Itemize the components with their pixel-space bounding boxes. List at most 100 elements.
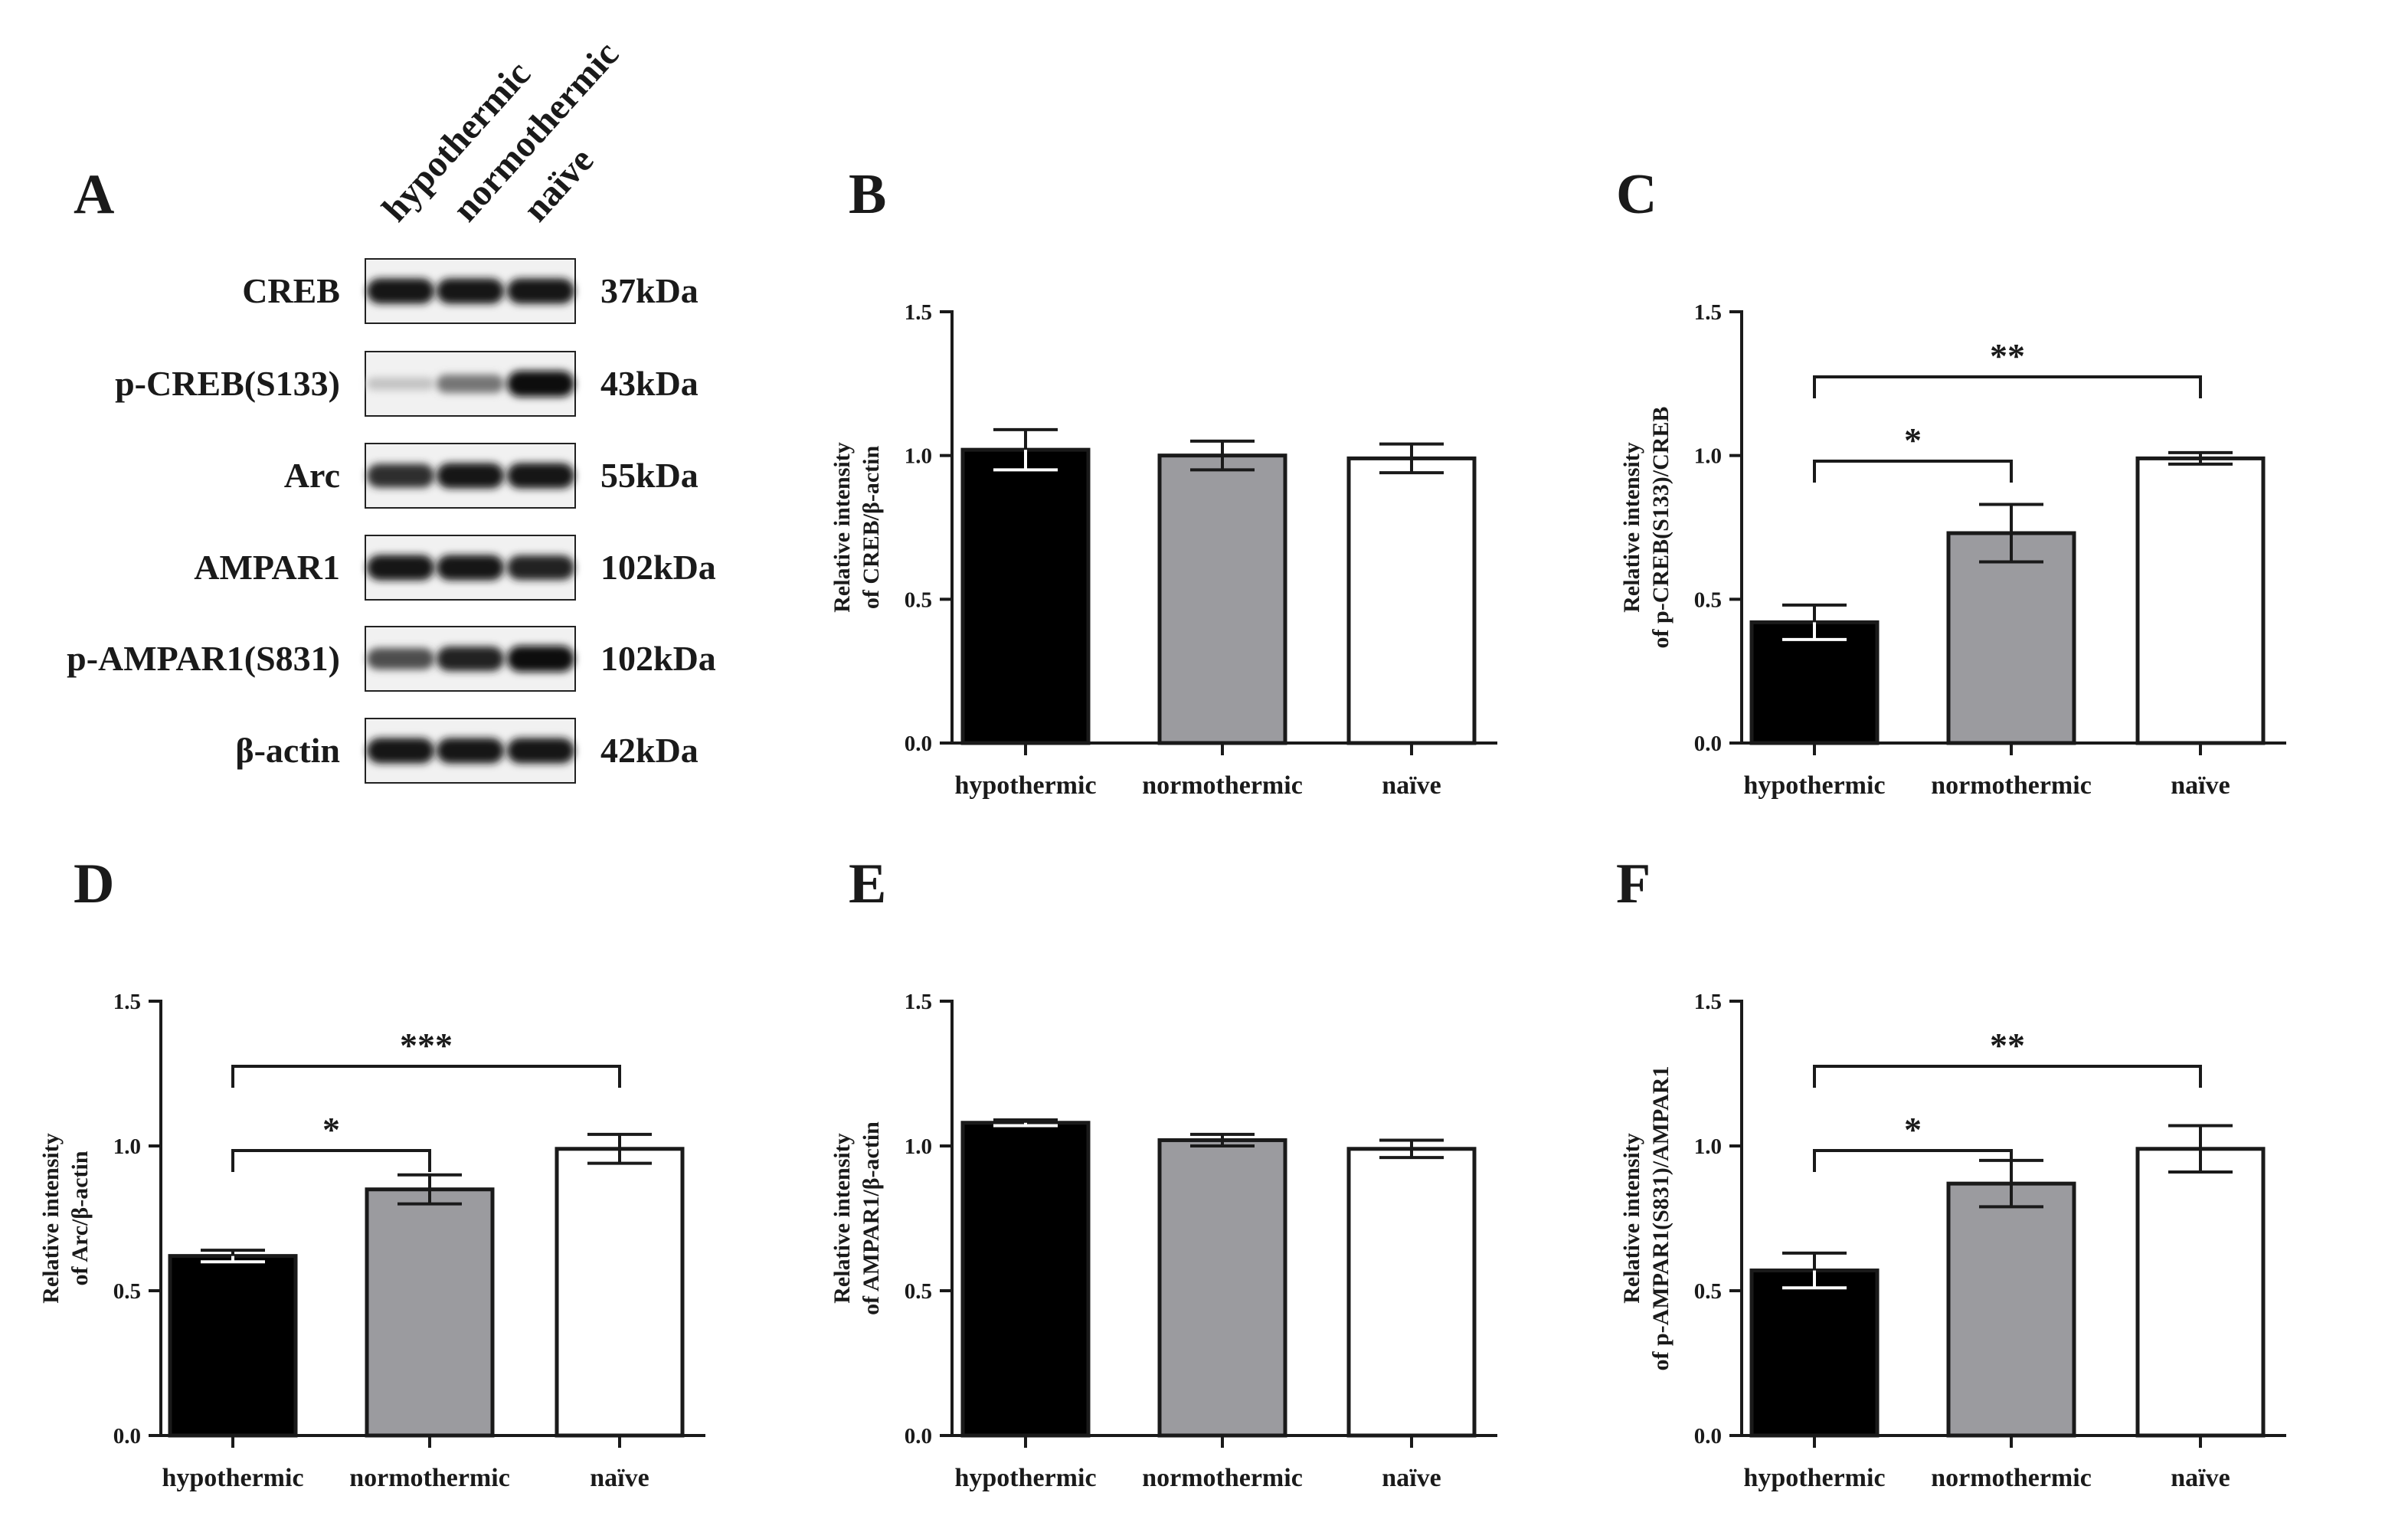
bar-hypothermic	[168, 1254, 298, 1438]
significance-label: ***	[400, 1026, 453, 1065]
x-tick-label: hypothermic	[162, 1464, 303, 1492]
panel-letter-c: C	[1616, 163, 1657, 226]
blot-row: AMPAR1 102kDa	[194, 535, 716, 601]
x-tick-label: normothermic	[349, 1464, 510, 1492]
bar-hypothermic	[1749, 620, 1880, 745]
bar-naive	[2135, 1147, 2266, 1438]
x-tick-label: hypothermic	[1743, 771, 1885, 800]
y-tick-label: 1.5	[905, 300, 932, 325]
bar-charts: B 0.0 0.5 1.0 1.5 Relative intensity of CREB/β…	[38, 163, 2286, 1492]
x-tick-label: naïve	[1382, 771, 1441, 800]
y-tick-label: 0.5	[905, 1279, 932, 1304]
blot-band	[367, 463, 434, 488]
blot-band	[507, 646, 574, 672]
kda-label: 55kDa	[600, 456, 699, 495]
blot-band	[367, 377, 434, 391]
significance-label: *	[322, 1110, 340, 1149]
x-tick-label: normothermic	[1931, 771, 2092, 800]
panel-letter-d: D	[74, 853, 114, 915]
y-tick-label: 0.0	[113, 1424, 141, 1449]
y-axis-title-line-2: of p-CREB(S133)/CREB	[1648, 407, 1673, 649]
y-axis-title-line-1: Relative intensity	[829, 1133, 855, 1303]
y-tick-label: 0.5	[905, 588, 932, 612]
blot-row: p-CREB(S133) 43kDa	[115, 351, 699, 417]
y-axis-title-line-2: of CREB/β-actin	[859, 446, 884, 610]
blot-band	[367, 738, 434, 764]
protein-label: β-actin	[235, 731, 340, 770]
y-tick-label: 0.5	[1694, 1279, 1722, 1304]
y-tick-label: 1.5	[1694, 990, 1722, 1014]
x-tick-label: normothermic	[1142, 1464, 1303, 1492]
blot-band	[437, 738, 504, 764]
protein-label: p-CREB(S133)	[115, 364, 340, 403]
significance-bracket	[231, 1065, 621, 1088]
bar-normothermic	[1157, 453, 1287, 745]
y-axis-title-line-1: Relative intensity	[1619, 1133, 1644, 1303]
significance-label: *	[1904, 1110, 1922, 1149]
kda-label: 43kDa	[600, 364, 699, 403]
y-tick-label: 1.0	[1694, 1134, 1722, 1159]
x-tick-label: normothermic	[1142, 771, 1303, 800]
protein-label: CREB	[242, 271, 340, 310]
y-axis-title-line-2: of p-AMPAR1(S831)/AMPAR1	[1648, 1066, 1673, 1371]
y-tick-label: 0.0	[1694, 732, 1722, 756]
x-tick-label: hypothermic	[954, 771, 1096, 800]
bar-normothermic	[365, 1187, 495, 1438]
blot-band	[507, 738, 574, 764]
y-axis-title-line-2: of Arc/β-actin	[67, 1151, 93, 1285]
bar-normothermic	[1946, 531, 2076, 745]
y-tick-label: 0.0	[1694, 1424, 1722, 1449]
blot-row: p-AMPAR1(S831) 102kDa	[67, 626, 716, 692]
blot-band	[507, 278, 574, 304]
protein-label: p-AMPAR1(S831)	[67, 639, 340, 678]
kda-label: 102kDa	[600, 639, 716, 678]
y-axis-title-line-1: Relative intensity	[38, 1133, 64, 1303]
kda-label: 37kDa	[600, 271, 699, 310]
significance-label: **	[1990, 1026, 2025, 1065]
blot-band	[507, 555, 574, 580]
significance-bracket	[1813, 1065, 2202, 1088]
blot-band	[437, 375, 504, 393]
y-tick-label: 1.0	[113, 1134, 141, 1159]
blot-row: β-actin 42kDa	[235, 718, 699, 784]
panel-letter-b: B	[849, 163, 886, 226]
blot-band	[437, 555, 504, 581]
panel-letter-a: A	[74, 163, 114, 226]
y-tick-label: 1.5	[1694, 300, 1722, 325]
panel-letter-e: E	[849, 853, 886, 915]
x-tick-label: hypothermic	[1743, 1464, 1885, 1492]
bar-naive	[555, 1147, 685, 1438]
x-tick-label: hypothermic	[954, 1464, 1096, 1492]
x-tick-label: naïve	[2171, 771, 2230, 800]
bar-chart-e: E 0.0 0.5 1.0 1.5 Relative intensity of AMPAR1…	[829, 853, 1497, 1492]
significance-label: *	[1904, 421, 1922, 460]
bar-naive	[1346, 456, 1477, 745]
bar-hypothermic	[960, 1121, 1091, 1438]
significance-label: **	[1990, 336, 2025, 375]
significance-bracket	[1813, 1149, 2013, 1172]
bar-chart-c: C 0.0 0.5 1.0 1.5 Relative intensity of p-CREB…	[1616, 163, 2286, 800]
protein-label: AMPAR1	[194, 548, 340, 587]
bar-naive	[2135, 456, 2266, 745]
bar-normothermic	[1157, 1138, 1287, 1438]
bar-hypothermic	[1749, 1269, 1880, 1438]
bar-chart-d: D 0.0 0.5 1.0 1.5 Relative intensity of Arc/β-…	[38, 853, 705, 1492]
y-axis-title-line-1: Relative intensity	[1619, 442, 1644, 612]
y-tick-label: 1.5	[113, 990, 141, 1014]
bar-chart-b: B 0.0 0.5 1.0 1.5 Relative intensity of CREB/β…	[829, 163, 1497, 800]
blot-band	[507, 371, 574, 397]
blot-band	[367, 278, 434, 304]
y-tick-label: 1.0	[905, 444, 932, 469]
x-tick-label: naïve	[2171, 1464, 2230, 1492]
x-tick-label: normothermic	[1931, 1464, 2092, 1492]
y-tick-label: 0.5	[113, 1279, 141, 1304]
y-tick-label: 0.0	[905, 732, 932, 756]
y-tick-label: 1.0	[1694, 444, 1722, 469]
blot-row: CREB 37kDa	[242, 258, 699, 324]
y-axis-title-line-2: of AMPAR1/β-actin	[859, 1121, 884, 1315]
x-tick-label: naïve	[590, 1464, 649, 1492]
blot-band	[367, 648, 434, 669]
blot-band	[437, 647, 504, 671]
